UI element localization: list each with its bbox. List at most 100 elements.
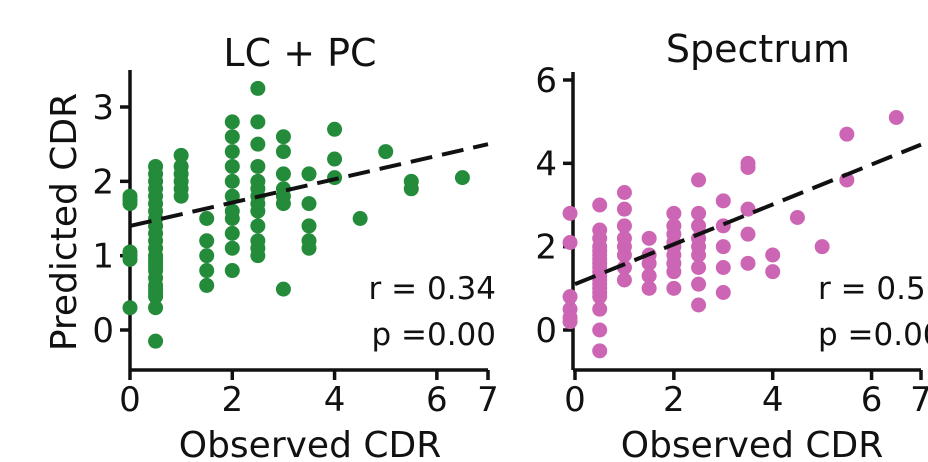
regression-line [129, 142, 489, 228]
scatter-panel-lc-pc: LC + PC Observed CDR r = 0.34 p =0.00 0 1… [92, 31, 498, 462]
correlation-r-label: r = 0.56 [818, 271, 928, 307]
data-point [224, 158, 240, 174]
data-point [250, 203, 266, 219]
data-point [199, 263, 215, 279]
y-tick-label: 4 [535, 144, 557, 184]
data-point [250, 218, 266, 234]
data-point [224, 144, 240, 160]
data-point [301, 240, 317, 256]
data-point [715, 285, 731, 300]
x-tick-label: 0 [119, 380, 141, 420]
data-point [765, 264, 781, 280]
data-point [250, 114, 266, 130]
data-point [173, 147, 189, 163]
x-tick-label: 4 [762, 380, 784, 420]
data-point [592, 322, 608, 338]
p-value-label: p =0.00 [371, 317, 496, 353]
data-point [122, 196, 138, 212]
x-tick-label: 2 [221, 380, 243, 420]
data-point [839, 126, 855, 142]
data-point [691, 218, 707, 234]
data-point [224, 263, 240, 279]
data-point [403, 181, 419, 197]
data-point [327, 151, 343, 167]
data-point [275, 144, 291, 160]
data-point [691, 276, 707, 292]
x-tick-label: 2 [663, 380, 685, 420]
data-point [224, 173, 240, 189]
data-point [740, 160, 756, 175]
data-point [740, 255, 756, 271]
x-axis-label: Observed CDR [179, 425, 442, 462]
data-point [148, 333, 164, 349]
data-point [740, 201, 756, 217]
x-axis-label: Observed CDR [621, 425, 884, 462]
data-point [224, 114, 240, 130]
y-tick-label: 3 [92, 88, 114, 128]
data-point [250, 80, 266, 96]
data-point [199, 248, 215, 264]
data-point [454, 170, 470, 186]
chart-title: LC + PC [223, 31, 376, 75]
data-point [715, 193, 731, 209]
data-point [224, 240, 240, 256]
data-point [562, 205, 578, 221]
data-point [275, 281, 291, 297]
x-tick-label: 7 [477, 380, 499, 420]
data-point [691, 297, 707, 313]
data-point [275, 129, 291, 145]
data-point [765, 247, 781, 263]
data-point [814, 239, 830, 255]
data-point [616, 272, 632, 288]
data-point [666, 205, 682, 221]
data-point [378, 144, 394, 160]
data-point [301, 218, 317, 234]
data-point [224, 211, 240, 226]
data-point [616, 247, 632, 263]
data-point [173, 188, 189, 204]
data-point [616, 218, 632, 234]
data-point [301, 166, 317, 182]
data-point [275, 196, 291, 212]
y-axis-label: Predicted CDR [44, 93, 85, 351]
data-point [592, 197, 608, 213]
y-tick-label: 2 [92, 162, 114, 202]
data-point [250, 248, 266, 264]
data-point [122, 251, 138, 267]
data-point [641, 255, 657, 271]
data-point [789, 210, 805, 225]
data-point [352, 211, 368, 226]
data-point [715, 260, 731, 275]
y-tick-label: 2 [535, 228, 557, 268]
data-point [641, 268, 657, 284]
data-point [715, 239, 731, 255]
y-tick-label: 0 [535, 311, 557, 351]
data-point [641, 230, 657, 246]
data-point [740, 226, 756, 242]
data-point [122, 300, 138, 316]
y-tick-label: 1 [92, 237, 114, 277]
data-point [888, 110, 904, 125]
data-point [562, 289, 578, 305]
data-point [224, 129, 240, 145]
data-point [616, 185, 632, 200]
x-tick-label: 6 [861, 380, 883, 420]
data-point [562, 235, 578, 250]
data-point [641, 280, 657, 296]
y-tick-label: 6 [535, 61, 557, 101]
data-point [224, 225, 240, 241]
x-tick-label: 7 [910, 380, 928, 420]
data-point [148, 289, 164, 305]
data-point [691, 205, 707, 221]
data-point [691, 260, 707, 275]
scatter-panel-spectrum: Spectrum Observed CDR r = 0.56 p =0.00 0… [535, 27, 928, 462]
data-point [199, 211, 215, 226]
data-point [327, 121, 343, 137]
y-tick-label: 0 [92, 311, 114, 351]
data-point [666, 264, 682, 280]
data-point [616, 201, 632, 217]
data-point [691, 247, 707, 263]
data-point [199, 277, 215, 293]
data-point [592, 343, 608, 359]
